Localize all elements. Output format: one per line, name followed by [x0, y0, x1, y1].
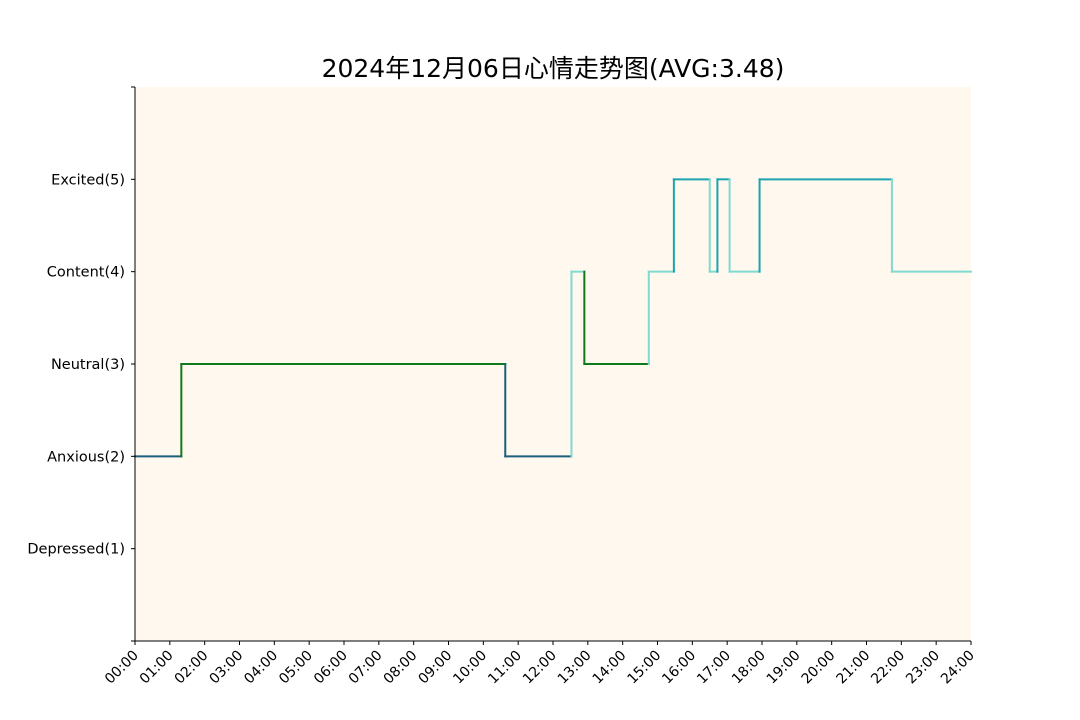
x-tick-label: 23:00 [903, 648, 943, 688]
y-tick-label: Depressed(1) [27, 542, 125, 558]
x-tick-label: 02:00 [172, 648, 212, 688]
x-tick-label: 03:00 [206, 648, 246, 688]
x-tick-label: 15:00 [624, 648, 664, 688]
x-tick-label: 20:00 [799, 648, 839, 688]
chart-title: 2024年12月06日心情走势图(AVG:3.48) [322, 54, 785, 83]
y-axis-ticks: Depressed(1) Anxious(2) Neutral(3) Content(… [27, 86, 135, 642]
x-tick-label: 09:00 [415, 648, 455, 688]
x-tick-label: 18:00 [729, 648, 769, 688]
mood-step-line [134, 178, 972, 458]
x-tick-label: 10:00 [450, 648, 490, 688]
x-tick-label: 22:00 [868, 648, 908, 688]
y-tick-label: Excited(5) [51, 172, 125, 188]
x-axis-ticks: 00:0001:0002:0003:0004:0005:0006:0007:00… [102, 641, 978, 687]
x-tick-label: 24:00 [938, 648, 978, 688]
x-tick-label: 12:00 [520, 648, 560, 688]
x-tick-label: 08:00 [381, 648, 421, 688]
y-tick-label: Content(4) [47, 265, 125, 281]
y-tick-label: Neutral(3) [51, 357, 125, 373]
x-tick-label: 06:00 [311, 648, 351, 688]
x-tick-label: 07:00 [346, 648, 386, 688]
x-tick-label: 01:00 [137, 648, 177, 688]
x-tick-label: 13:00 [555, 648, 595, 688]
x-tick-label: 11:00 [485, 648, 525, 688]
x-tick-label: 16:00 [659, 648, 699, 688]
x-tick-label: 05:00 [276, 648, 316, 688]
x-tick-label: 14:00 [590, 648, 630, 688]
x-tick-label: 00:00 [102, 648, 142, 688]
x-tick-label: 19:00 [764, 648, 804, 688]
x-tick-label: 17:00 [694, 648, 734, 688]
x-tick-label: 21:00 [833, 648, 873, 688]
x-tick-label: 04:00 [241, 648, 281, 688]
y-tick-label: Anxious(2) [47, 449, 125, 465]
